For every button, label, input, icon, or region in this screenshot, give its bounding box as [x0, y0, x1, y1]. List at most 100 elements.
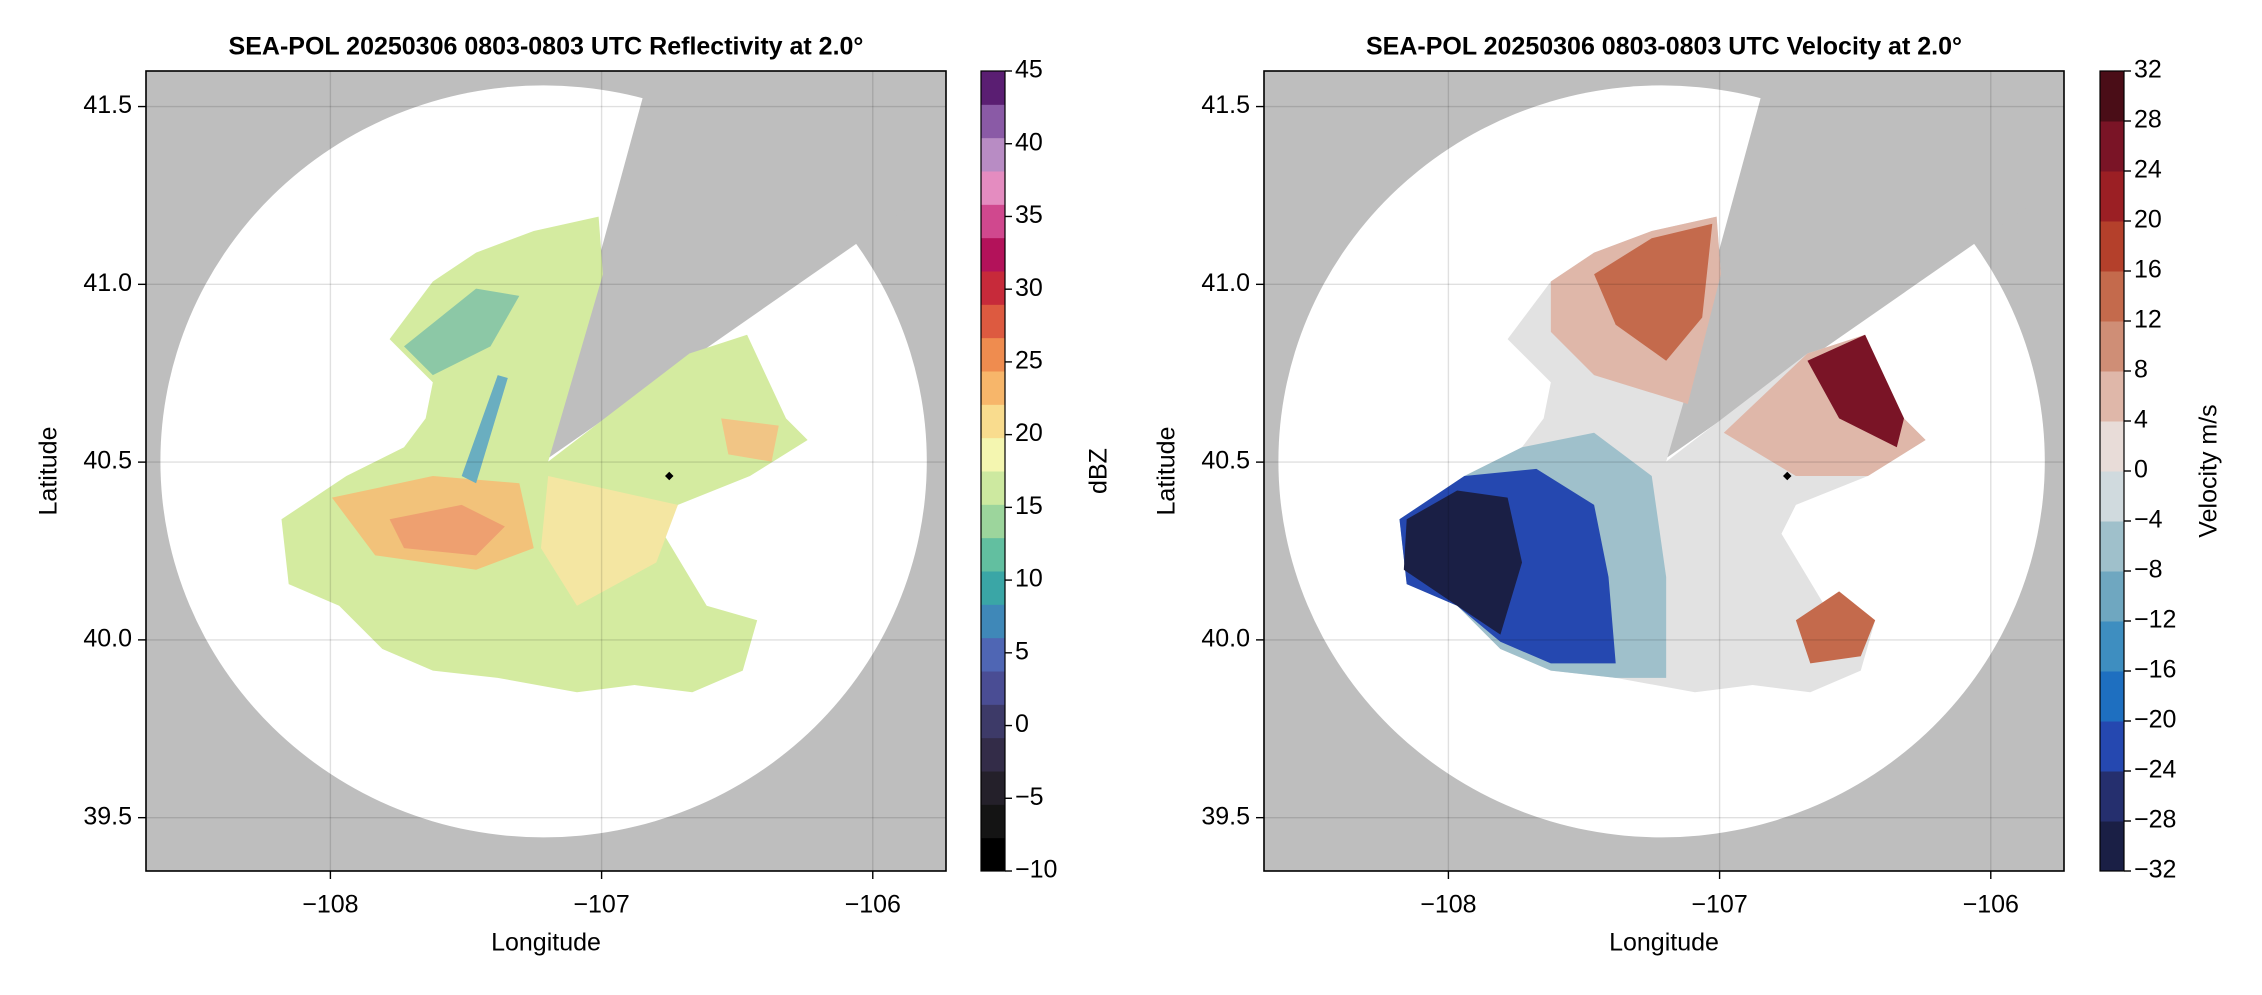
colorbar-segment: [981, 104, 1005, 139]
colorbar-segment: [2100, 621, 2124, 672]
x-tick-label: −108: [302, 891, 358, 919]
x-axis-title: Longitude: [491, 929, 601, 957]
colorbar-segment: [2100, 221, 2124, 272]
colorbar-segment: [2100, 671, 2124, 722]
colorbar-segment: [981, 404, 1005, 439]
echo-patch: [540, 476, 678, 606]
colorbar-segment: [2100, 571, 2124, 622]
colorbar-tick-label: −28: [2134, 806, 2176, 834]
colorbar-segment: [981, 804, 1005, 839]
colorbar-tick-label: −8: [2134, 556, 2163, 584]
blocked-sector: [543, 71, 946, 462]
echo-patch: [404, 288, 520, 376]
y-tick-label: 41.0: [1201, 269, 1250, 297]
colorbar-tick-label: 25: [1015, 347, 1043, 375]
y-tick-label: 39.5: [83, 802, 132, 830]
colorbar-segment: [981, 337, 1005, 372]
chart-title: SEA-POL 20250306 0803-0803 UTC Reflectiv…: [229, 33, 864, 61]
colorbar-tick-label: −12: [2134, 606, 2176, 634]
x-tick-label: −107: [573, 891, 629, 919]
colorbar-segment: [2100, 171, 2124, 222]
colorbar-segment: [2100, 821, 2124, 872]
x-tick-label: −107: [1691, 891, 1747, 919]
colorbar-segment: [981, 437, 1005, 472]
colorbar-tick-label: 40: [1015, 128, 1043, 156]
echo-patch: [461, 375, 508, 484]
echo-field: [281, 216, 808, 693]
colorbar-segment: [981, 304, 1005, 339]
colorbar-tick-label: 16: [2134, 256, 2162, 284]
colorbar-tick-label: −20: [2134, 706, 2176, 734]
colorbar-tick-label: −5: [1015, 783, 1044, 811]
colorbar-segment: [981, 271, 1005, 305]
colorbar-segment: [981, 571, 1005, 605]
colorbar-tick-label: 20: [2134, 206, 2162, 234]
y-tick-label: 40.5: [83, 447, 132, 475]
echo-patch: [1807, 334, 1904, 448]
colorbar-segment: [981, 204, 1005, 239]
colorbar-segment: [981, 671, 1005, 705]
x-tick-label: −106: [845, 891, 901, 919]
colorbar-tick-label: 45: [1015, 56, 1043, 84]
colorbar-tick-label: 35: [1015, 201, 1043, 229]
colorbar-tick-label: −10: [1015, 856, 1057, 884]
colorbar-tick-label: 30: [1015, 274, 1043, 302]
y-tick-label: 41.5: [83, 91, 132, 119]
colorbar-tick-label: 20: [1015, 419, 1043, 447]
plot-frame: [145, 70, 947, 872]
colorbar-segment: [981, 604, 1005, 639]
colorbar-segment: [981, 637, 1005, 672]
colorbar-label: dBZ: [1085, 448, 1113, 494]
colorbar-tick-label: −16: [2134, 656, 2176, 684]
plot-frame: [1263, 70, 2065, 872]
y-tick-label: 41.5: [1201, 91, 1250, 119]
echo-patch: [1403, 490, 1523, 635]
colorbar-tick-label: 24: [2134, 156, 2162, 184]
colorbar-frame: [980, 70, 1006, 872]
y-axis-title: Latitude: [1153, 427, 1181, 516]
colorbar-tick-label: 28: [2134, 106, 2162, 134]
y-tick-label: 41.0: [83, 269, 132, 297]
colorbar-segment: [2100, 71, 2124, 122]
panel: −108 −107 −106 39.5 40.0 40.5 41.0 41.5 SEA-POL …: [35, 33, 1113, 957]
y-tick-label: 40.5: [1201, 447, 1250, 475]
colorbar-segment: [981, 171, 1005, 205]
echo-patch: [721, 418, 779, 462]
colorbar-tick-label: 10: [1015, 565, 1043, 593]
colorbar-segment: [981, 837, 1005, 872]
colorbar-tick-label: 0: [2134, 456, 2148, 484]
colorbar-segment: [981, 371, 1005, 405]
colorbar-segment: [2100, 521, 2124, 572]
colorbar-segment: [981, 704, 1005, 739]
y-tick-label: 39.5: [1201, 802, 1250, 830]
echo-patch: [1795, 591, 1876, 664]
x-tick-label: −106: [1963, 891, 2019, 919]
colorbar-segment: [981, 71, 1005, 105]
colorbar-segment: [2100, 721, 2124, 772]
colorbar-tick-label: −4: [2134, 506, 2163, 534]
colorbar-segment: [981, 137, 1005, 172]
colorbar-tick-label: 5: [1015, 637, 1029, 665]
colorbar-segment: [981, 771, 1005, 805]
x-axis-title: Longitude: [1609, 929, 1719, 957]
x-tick-label: −108: [1420, 891, 1476, 919]
blocked-sector: [1661, 71, 2064, 462]
colorbar-segment: [2100, 771, 2124, 822]
colorbar-tick-label: 8: [2134, 356, 2148, 384]
colorbar-segment: [981, 471, 1005, 505]
echo-patch: [389, 504, 505, 556]
chart-title: SEA-POL 20250306 0803-0803 UTC Velocity …: [1366, 33, 1962, 61]
colorbar-label: Velocity m/s: [2195, 404, 2223, 537]
colorbar-tick-label: 12: [2134, 306, 2162, 334]
colorbar-segment: [981, 537, 1005, 572]
colorbar-segment: [981, 504, 1005, 539]
site-marker: [1783, 471, 1792, 481]
colorbar-segment: [2100, 321, 2124, 372]
echo-patch: [1594, 223, 1713, 361]
colorbar-tick-label: 15: [1015, 492, 1043, 520]
y-axis-title: Latitude: [35, 427, 63, 516]
colorbar-segment: [2100, 121, 2124, 172]
colorbar-tick-label: −24: [2134, 756, 2177, 784]
colorbar-segment: [2100, 471, 2124, 522]
